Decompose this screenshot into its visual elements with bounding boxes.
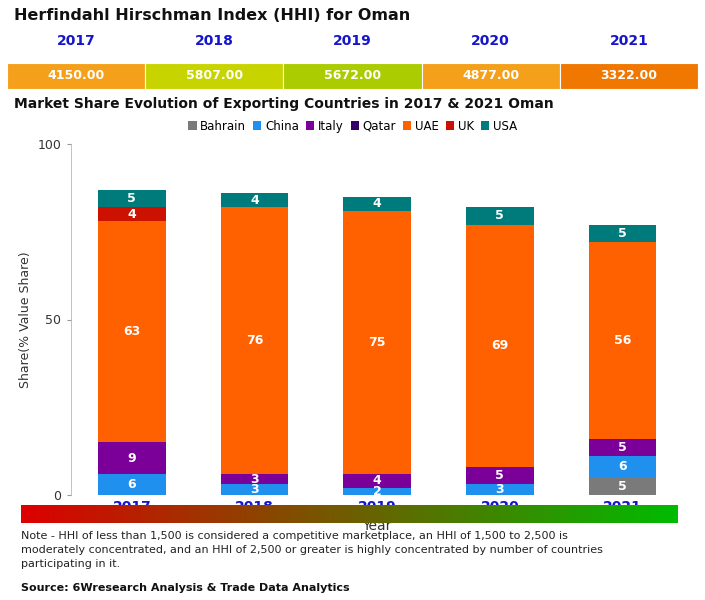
Bar — [221, 193, 288, 207]
Bar — [343, 488, 411, 495]
Text: 2019: 2019 — [333, 34, 372, 48]
Text: 3: 3 — [250, 483, 259, 496]
Bar — [343, 474, 411, 488]
Bar — [589, 242, 656, 439]
Text: 4150.00: 4150.00 — [47, 69, 105, 82]
Bar — [221, 484, 288, 495]
Text: Herfindahl Hirschman Index (HHI) for Oman: Herfindahl Hirschman Index (HHI) for Oma… — [14, 8, 410, 23]
Bar — [560, 62, 698, 89]
Bar — [98, 221, 166, 442]
Text: 2021: 2021 — [609, 34, 649, 48]
Bar — [7, 62, 145, 89]
Text: 2020: 2020 — [472, 34, 510, 48]
Bar — [589, 225, 656, 242]
Bar — [98, 207, 166, 221]
Text: 2018: 2018 — [195, 34, 234, 48]
Bar — [343, 211, 411, 474]
Y-axis label: Share(% Value Share): Share(% Value Share) — [19, 251, 32, 388]
Bar — [343, 197, 411, 211]
Text: 76: 76 — [246, 334, 263, 347]
Text: 3: 3 — [250, 473, 259, 486]
Text: 5807.00: 5807.00 — [185, 69, 243, 82]
Bar — [221, 207, 288, 474]
Text: 5: 5 — [496, 469, 504, 482]
Bar — [589, 457, 656, 478]
Text: 75: 75 — [369, 336, 386, 349]
Bar — [466, 484, 534, 495]
Text: 5: 5 — [496, 209, 504, 223]
Bar — [466, 225, 534, 467]
Text: Market Share Evolution of Exporting Countries in 2017 & 2021 Oman: Market Share Evolution of Exporting Coun… — [14, 97, 553, 111]
Text: 4877.00: 4877.00 — [462, 69, 520, 82]
Bar — [98, 474, 166, 495]
Text: 4: 4 — [250, 194, 259, 206]
Text: 5672.00: 5672.00 — [324, 69, 381, 82]
Bar — [589, 478, 656, 495]
Text: 63: 63 — [123, 325, 140, 338]
Bar — [466, 467, 534, 484]
Text: 6: 6 — [618, 460, 627, 473]
Bar — [221, 474, 288, 484]
Text: Source: 6Wresearch Analysis & Trade Data Analytics: Source: 6Wresearch Analysis & Trade Data… — [21, 583, 350, 593]
Text: 4: 4 — [373, 197, 381, 210]
Text: 4: 4 — [128, 208, 136, 221]
Text: 4: 4 — [373, 475, 381, 487]
Text: Note - HHI of less than 1,500 is considered a competitive marketplace, an HHI of: Note - HHI of less than 1,500 is conside… — [21, 532, 603, 569]
Text: 6: 6 — [128, 478, 136, 491]
Text: 2017: 2017 — [57, 34, 95, 48]
Bar — [422, 62, 560, 89]
Text: 56: 56 — [614, 334, 631, 347]
Text: 5: 5 — [618, 441, 627, 454]
Text: 2: 2 — [373, 485, 381, 498]
Text: 5: 5 — [128, 192, 136, 205]
Text: 5: 5 — [618, 227, 627, 240]
Legend: Bahrain, China, Italy, Qatar, UAE, UK, USA: Bahrain, China, Italy, Qatar, UAE, UK, U… — [183, 115, 522, 137]
Text: 5: 5 — [618, 480, 627, 493]
Bar — [283, 62, 422, 89]
Bar — [98, 190, 166, 207]
Bar — [98, 442, 166, 474]
Text: 69: 69 — [491, 340, 508, 352]
Text: 3322.00: 3322.00 — [601, 69, 657, 82]
Bar — [466, 207, 534, 225]
Text: 3: 3 — [496, 483, 504, 496]
Bar — [145, 62, 283, 89]
X-axis label: Year: Year — [362, 520, 392, 533]
Text: 9: 9 — [128, 452, 136, 464]
Bar — [589, 439, 656, 457]
